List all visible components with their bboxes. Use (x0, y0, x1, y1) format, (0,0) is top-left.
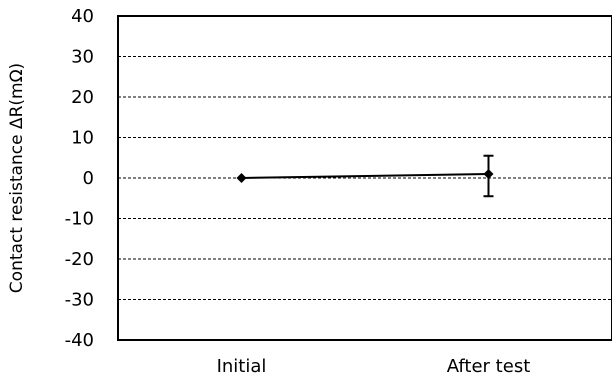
x-category-label: After test (447, 356, 531, 377)
grid-lines (118, 56, 612, 300)
series-line (241, 172, 489, 179)
y-tick-label: -20 (65, 249, 94, 270)
y-tick-label: -30 (65, 290, 94, 311)
data-point-marker (236, 173, 247, 183)
y-tick-label: 10 (71, 128, 94, 149)
y-tick-label: -40 (65, 330, 94, 351)
y-tick-labels: 40 30 20 10 0 -10 -20 -30 -40 (65, 6, 94, 351)
y-tick-label: -10 (65, 209, 94, 230)
data-point-marker (483, 168, 494, 179)
y-tick-label: 20 (71, 87, 94, 108)
x-category-label: Initial (217, 356, 267, 377)
y-tick-label: 40 (71, 6, 94, 27)
y-tick-label: 30 (71, 47, 94, 68)
x-category-labels: Initial After test (217, 356, 531, 377)
y-axis-title: Contact resistance ΔR(mΩ) (7, 63, 27, 293)
series-layer (236, 154, 494, 198)
plot-frame (117, 15, 612, 341)
y-tick-label: 0 (83, 168, 94, 189)
